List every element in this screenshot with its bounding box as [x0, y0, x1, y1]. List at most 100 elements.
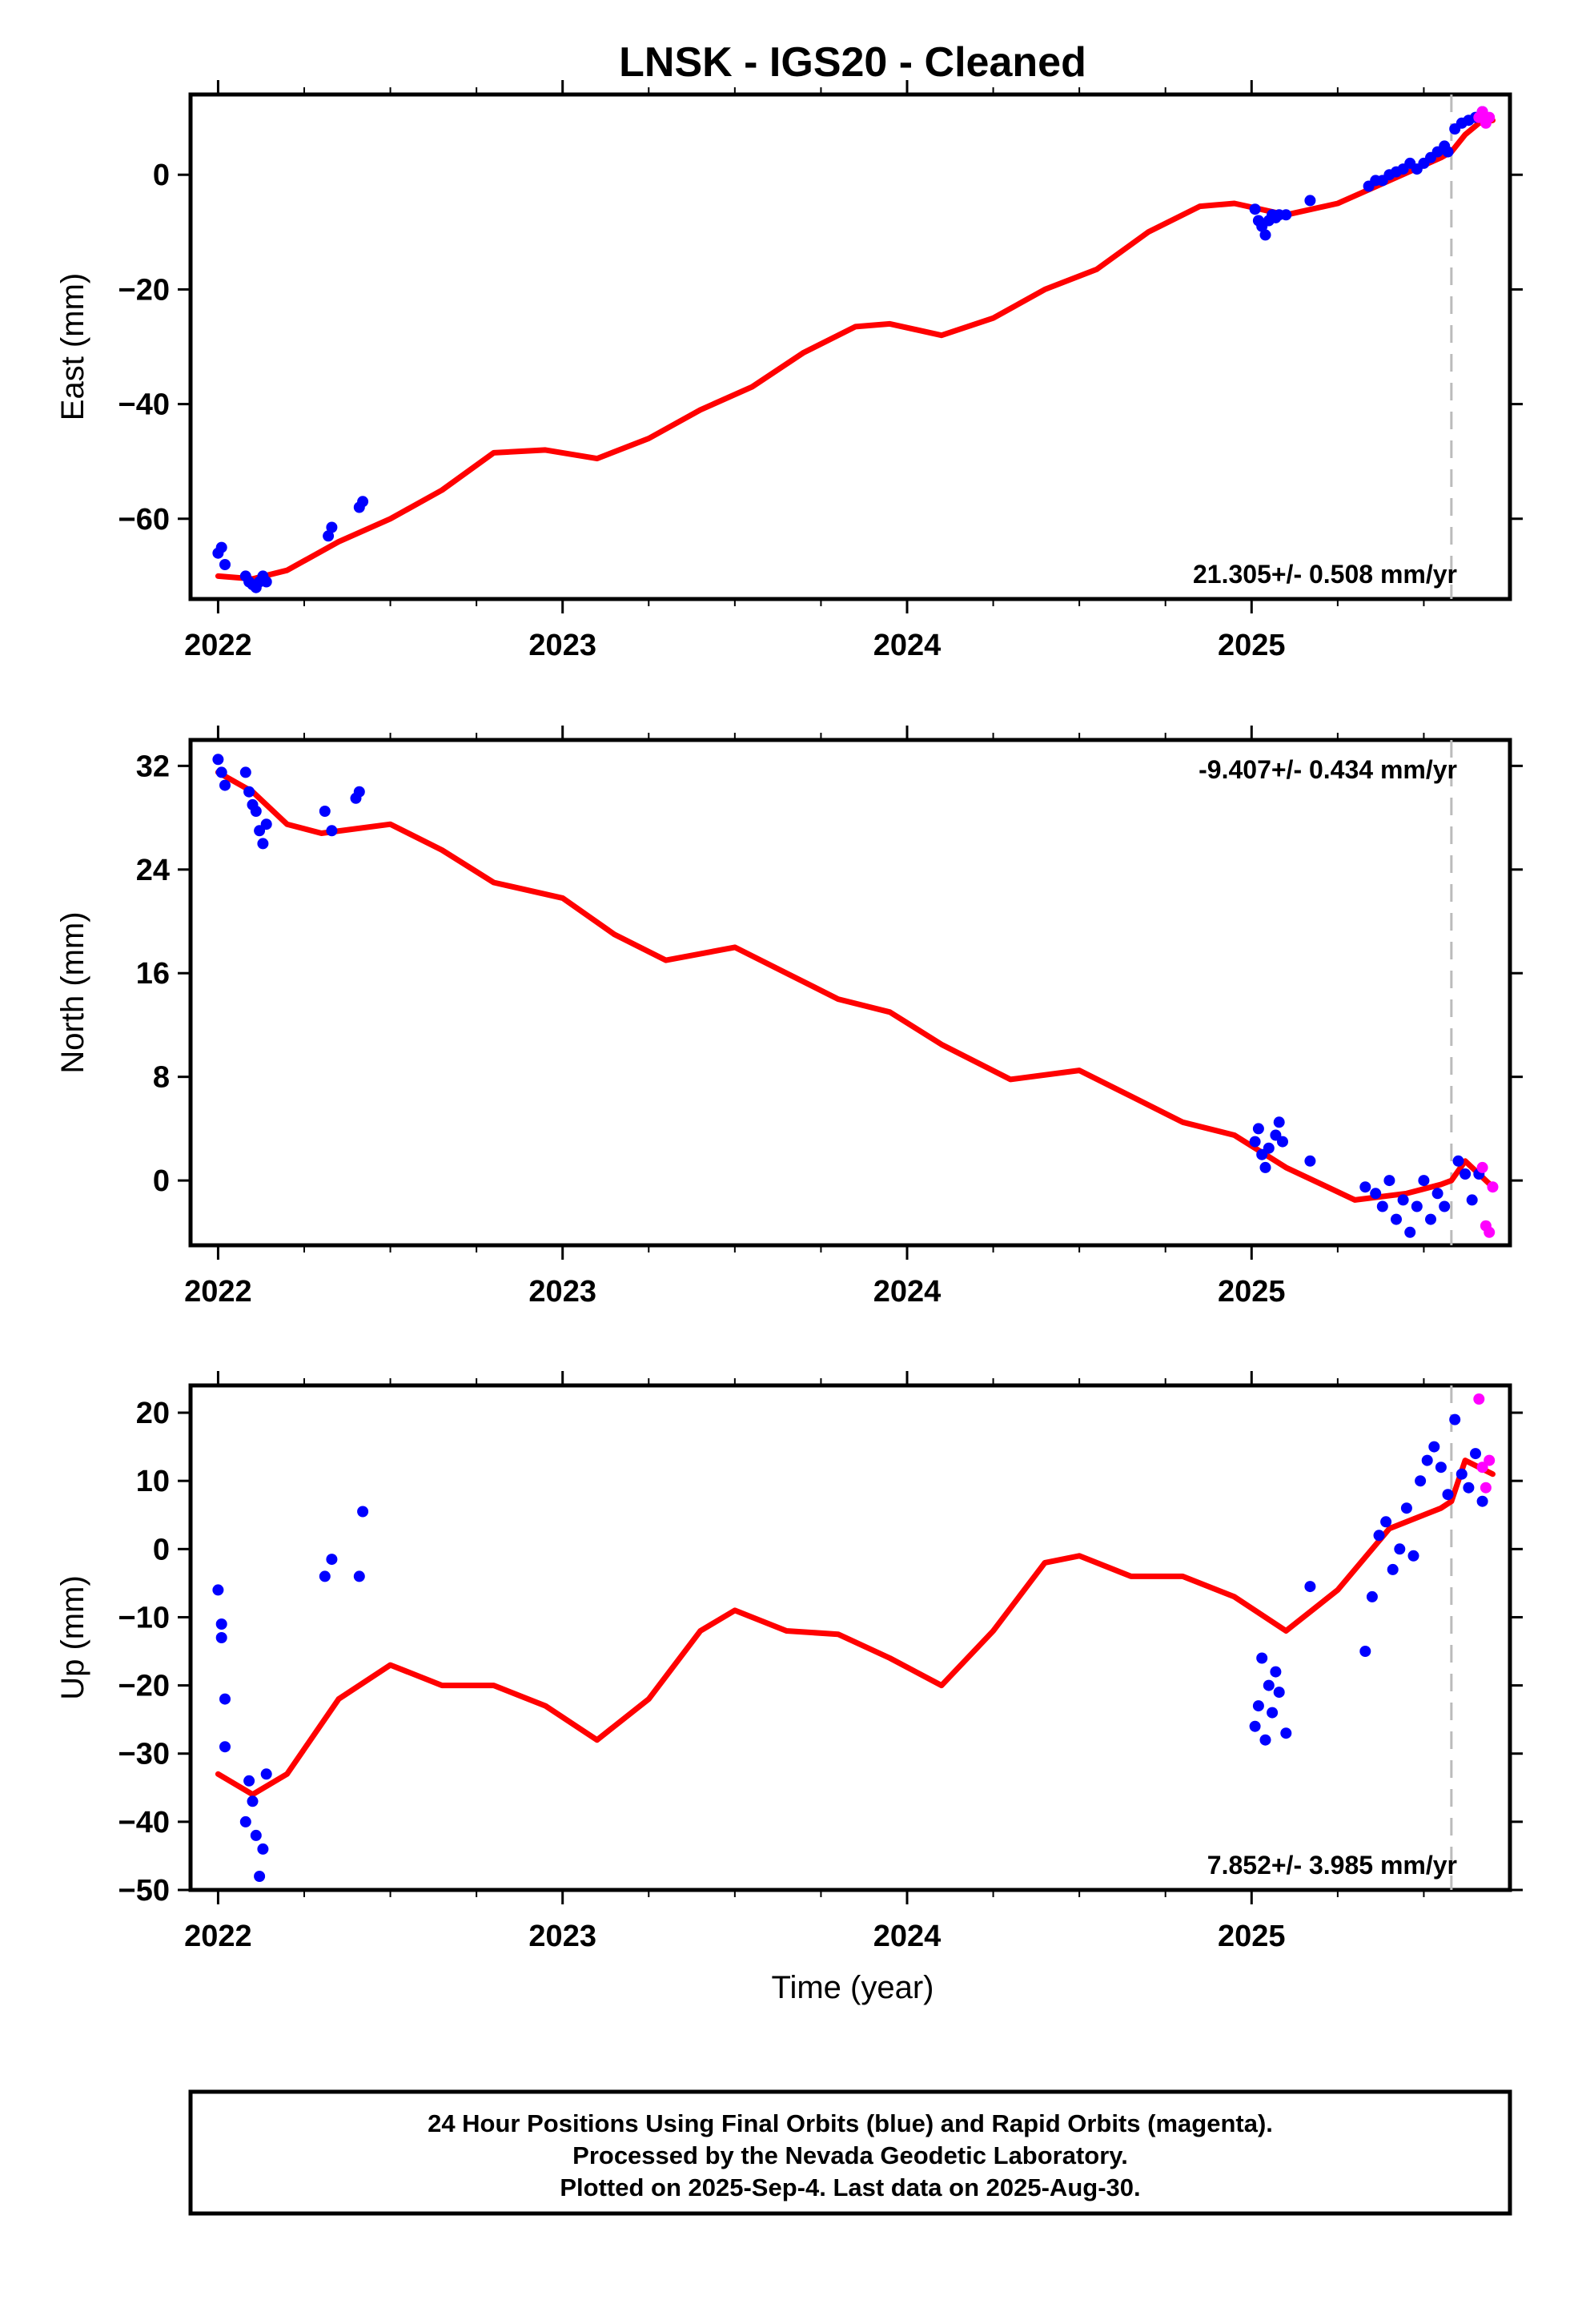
up-final-point [353, 1570, 365, 1582]
north-final-point [1383, 1175, 1395, 1187]
east-model-line [215, 117, 1496, 582]
north-final-point [1273, 1116, 1285, 1128]
north-plot-area [212, 740, 1499, 1245]
up-final-point [1280, 1727, 1292, 1739]
up-final-point [1263, 1679, 1275, 1691]
up-final-point [1442, 1489, 1454, 1501]
footer-box [188, 2089, 1512, 2216]
east-x-tick-label: 2022 [184, 629, 252, 662]
up-final-point [247, 1795, 259, 1807]
up-final-point [1400, 1502, 1412, 1514]
north-final-point [1404, 1226, 1416, 1238]
north-final-point [1425, 1213, 1436, 1225]
up-final-point [254, 1871, 266, 1882]
up-x-tick-label: 2023 [528, 1920, 596, 1953]
north-x-tick-label: 2024 [873, 1275, 942, 1309]
up-final-point [215, 1632, 227, 1643]
up-final-point [1373, 1530, 1385, 1542]
north-x-tick-label: 2023 [528, 1275, 596, 1309]
up-final-point [239, 1815, 251, 1827]
up-final-point [1359, 1646, 1371, 1657]
north-final-point [212, 754, 224, 766]
north-final-point [1466, 1194, 1478, 1206]
east-final-point [260, 576, 272, 588]
up-x-tick-label: 2022 [184, 1920, 252, 1953]
east-final-point [215, 541, 227, 553]
north-x-tick-label: 2025 [1218, 1275, 1286, 1309]
up-final-point [1304, 1581, 1316, 1593]
north-final-point [219, 779, 231, 791]
up-x-tick-label: 2025 [1218, 1920, 1286, 1953]
up-final-point [1435, 1462, 1447, 1474]
up-final-point [250, 1829, 262, 1841]
up-plot-area [212, 1385, 1496, 1890]
up-final-point [1259, 1734, 1271, 1746]
north-rapid-point [1484, 1226, 1496, 1238]
up-y-tick-label: −40 [118, 1806, 170, 1839]
up-final-point [1380, 1516, 1392, 1528]
east-rate-label: 21.305+/- 0.508 mm/yr [1193, 560, 1457, 589]
north-final-point [1304, 1155, 1316, 1167]
up-final-point [1252, 1700, 1264, 1712]
up-y-tick-label: 20 [136, 1397, 170, 1430]
up-final-point [215, 1618, 227, 1630]
north-final-point [260, 818, 272, 830]
up-y-tick-label: 0 [153, 1533, 170, 1566]
up-final-point [257, 1843, 269, 1855]
up-final-point [1421, 1454, 1433, 1466]
east-final-point [326, 521, 338, 533]
east-y-tick-label: −60 [118, 503, 170, 537]
north-final-point [319, 806, 331, 817]
north-x-tick-label: 2022 [184, 1275, 252, 1309]
north-final-point [1431, 1188, 1443, 1200]
north-final-point [353, 786, 365, 798]
north-final-point [326, 825, 338, 837]
up-panel: 20 10 0 −10 −20 −30 −40 −50 2022 2023 2024 2025 Up (… [55, 1371, 1523, 1953]
east-panel: 0 −20 −40 −60 2022 2023 2024 2025 East (mm) 21.30… [55, 80, 1523, 662]
north-final-point [1439, 1200, 1451, 1212]
north-y-tick-label: 32 [136, 750, 170, 783]
up-rapid-point [1476, 1462, 1488, 1474]
north-final-point [1376, 1200, 1388, 1212]
up-final-point [1470, 1448, 1481, 1460]
east-final-point [1259, 229, 1271, 241]
up-final-point [1249, 1720, 1261, 1732]
up-final-point [1463, 1482, 1475, 1494]
up-final-point [1415, 1475, 1427, 1487]
up-final-point [1428, 1441, 1440, 1453]
north-final-point [1460, 1168, 1472, 1180]
east-final-point [219, 559, 231, 570]
north-final-point [1252, 1123, 1264, 1135]
north-model-line [215, 769, 1496, 1203]
north-final-point [1249, 1136, 1261, 1148]
north-final-point [1359, 1181, 1371, 1193]
east-y-tick-label: 0 [153, 159, 170, 192]
north-final-point [239, 766, 251, 778]
east-rapid-point [1484, 111, 1496, 123]
up-final-point [212, 1584, 224, 1596]
up-final-point [1267, 1707, 1279, 1719]
north-y-tick-label: 8 [153, 1061, 170, 1095]
east-y-tick-label: −40 [118, 388, 170, 422]
east-final-point [1280, 209, 1292, 221]
x-axis-label: Time (year) [772, 1970, 934, 2005]
north-final-point [250, 806, 262, 817]
east-x-tick-label: 2023 [528, 629, 596, 662]
up-y-tick-label: 10 [136, 1465, 170, 1498]
up-final-point [326, 1554, 338, 1566]
up-final-point [1394, 1543, 1406, 1555]
north-final-point [1277, 1136, 1288, 1148]
east-y-tick-label: −20 [118, 273, 170, 307]
north-final-point [1452, 1155, 1464, 1167]
up-model-line [215, 1458, 1496, 1798]
north-rapid-point [1487, 1181, 1499, 1193]
east-final-point [323, 530, 335, 542]
up-rate-label: 7.852+/- 3.985 mm/yr [1207, 1851, 1457, 1880]
north-final-point [1370, 1188, 1382, 1200]
north-y-axis-label: North (mm) [55, 911, 90, 1073]
up-x-tick-label: 2024 [873, 1920, 942, 1953]
north-rate-label: -9.407+/- 0.434 mm/yr [1199, 755, 1457, 784]
up-y-tick-label: −20 [118, 1670, 170, 1703]
north-final-point [1411, 1200, 1423, 1212]
